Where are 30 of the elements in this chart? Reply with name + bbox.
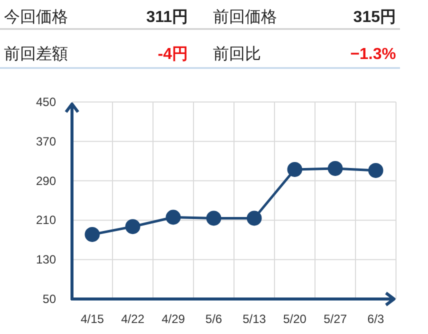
point bbox=[206, 210, 222, 226]
x-tick-label: 4/29 bbox=[162, 312, 186, 326]
text: 311円 bbox=[146, 9, 188, 26]
text: 前回比 bbox=[213, 45, 261, 63]
point bbox=[287, 162, 302, 177]
y-tick-label: 450 bbox=[36, 95, 56, 109]
text: -4円 bbox=[158, 46, 188, 63]
y-tick-label: 130 bbox=[36, 252, 56, 267]
x-tick-label: 4/15 bbox=[80, 312, 104, 326]
x-tick-label: 5/13 bbox=[242, 312, 266, 326]
y-tick-label: 50 bbox=[42, 292, 56, 306]
y-tick-label: 370 bbox=[36, 134, 56, 148]
y-tick-label: 210 bbox=[36, 213, 56, 228]
text: 315円 bbox=[353, 9, 396, 26]
text: 前回差額 bbox=[4, 45, 68, 63]
text: 今回価格 bbox=[4, 9, 68, 26]
point bbox=[328, 160, 343, 176]
point bbox=[166, 210, 181, 225]
x-tick-label: 6/3 bbox=[367, 312, 384, 326]
point bbox=[84, 226, 100, 242]
point bbox=[125, 219, 140, 234]
x-tick-label: 5/20 bbox=[283, 312, 307, 326]
x-tick-label: 4/22 bbox=[121, 312, 145, 326]
point bbox=[246, 210, 262, 226]
y-tick-label: 290 bbox=[36, 174, 56, 188]
point bbox=[368, 162, 384, 178]
text: −1.3% bbox=[350, 46, 396, 63]
x-tick-label: 5/27 bbox=[324, 312, 348, 326]
x-tick-label: 5/6 bbox=[205, 312, 222, 326]
text: 前回価格 bbox=[213, 8, 277, 26]
